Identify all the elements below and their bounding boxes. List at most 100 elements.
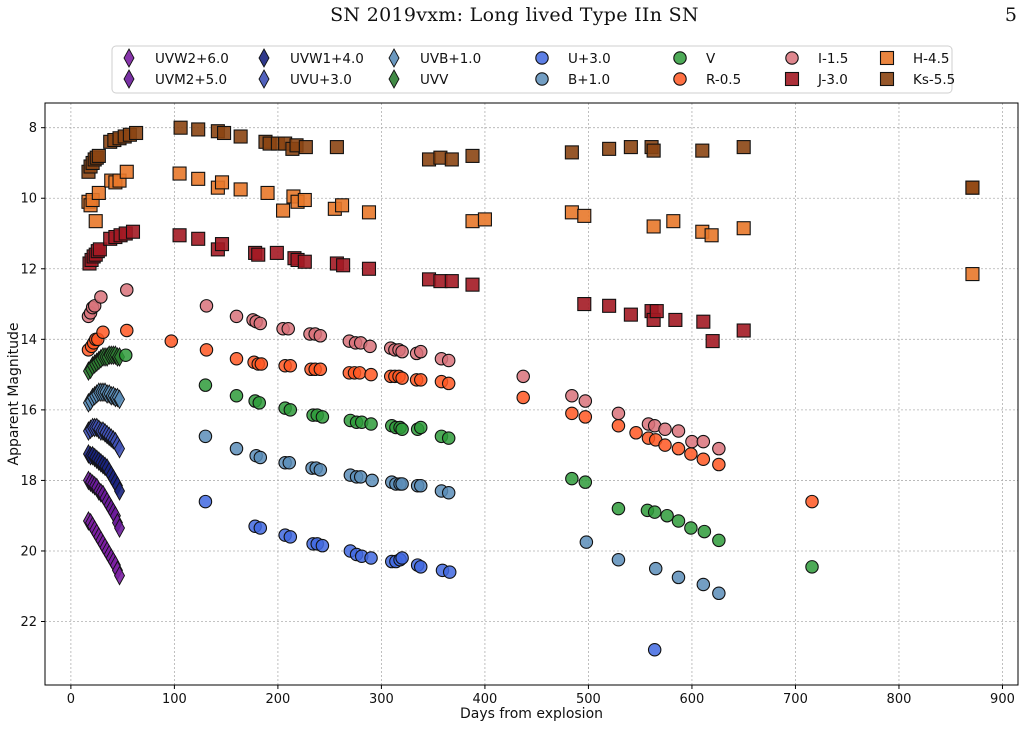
legend-label: R-0.5 [706,72,741,88]
data-point [660,508,674,523]
data-point [96,325,110,340]
data-point [671,570,686,585]
data-point [229,351,244,366]
x-axis-label: Days from explosion [460,706,603,722]
legend-label: UVV [420,72,449,88]
data-point [88,214,103,229]
legend-item: U+3.0 [535,51,611,67]
series-7 [198,429,726,601]
data-point [465,214,480,229]
data-point [365,473,379,488]
data-point [281,321,295,336]
legend-item: UVM2+5.0 [123,69,227,89]
series-1 [82,470,126,538]
legend-item: UVV [388,69,449,89]
data-point [91,148,106,163]
data-point [253,450,268,465]
data-point [363,339,377,354]
plot-data [81,120,980,657]
data-point [361,261,377,276]
legend-item: I-1.5 [785,51,848,67]
data-point [736,140,751,155]
data-point [579,535,594,549]
data-point [684,521,698,535]
data-point [251,247,266,262]
data-point [361,205,377,220]
data-point [441,376,456,391]
x-tick-label: 300 [369,692,394,707]
series-4 [82,382,126,413]
data-point [623,140,638,155]
y-tick-label: 16 [20,403,37,418]
data-point [696,577,711,592]
x-tick-label: 700 [783,692,808,707]
data-point [444,274,459,289]
data-point [336,258,351,273]
data-point [199,299,214,313]
data-point [712,441,726,456]
data-point [114,481,126,501]
legend-label: I-1.5 [818,51,848,67]
series-8 [118,348,819,574]
data-point [577,297,592,312]
data-point [413,420,428,435]
data-point [125,224,141,239]
legend-label: UVU+3.0 [290,72,352,88]
y-axis-label: Apparent Magnitude [6,323,22,466]
y-tick-label: 20 [20,544,37,559]
legend-marker [123,69,135,89]
legend-marker [388,48,400,68]
data-point [313,362,328,377]
data-point [283,359,298,373]
legend-item: V [673,51,716,67]
data-point [198,429,213,444]
legend-label: B+1.0 [568,72,610,88]
legend-marker [879,71,895,87]
data-point [173,120,188,135]
data-point [965,267,980,282]
legend-label: UVB+1.0 [420,51,481,67]
data-point [315,410,330,424]
data-point [629,426,643,440]
x-tick-label: 800 [887,692,912,707]
data-point [269,245,284,260]
data-point [364,417,378,431]
data-point [565,471,579,486]
data-point [413,478,428,493]
data-point [233,129,248,144]
data-point [564,205,579,220]
data-point [172,228,187,243]
legend-item: UVB+1.0 [388,48,481,68]
data-point [602,141,617,156]
data-point [697,524,712,539]
data-point [671,441,686,456]
y-tick-label: 12 [20,262,37,277]
data-point [611,406,626,421]
axis-ticks: 0 100 200 300 400 500 600 700 800 900 8 10 12 14 16 18 2… [20,121,1014,707]
x-tick-label: 900 [990,692,1015,707]
y-tick-label: 22 [20,615,37,630]
series-0 [82,511,126,586]
page-header: SN 2019vxm: Long lived Type IIn SN 5 [0,0,1029,40]
data-point [696,314,711,329]
data-point [198,494,213,509]
data-point [413,344,428,359]
data-point [298,140,313,155]
data-point [647,505,662,519]
data-point [214,175,230,190]
data-point [671,424,686,438]
legend-label: UVW1+4.0 [290,51,364,67]
data-point [313,463,328,477]
data-point [465,148,480,163]
legend-box [111,45,953,94]
legend: UVW2+6.0 UVM2+5.0 UVW1+4.0 UVU+3.0 UVB+1.0 UV… [111,45,955,94]
data-point [712,533,726,548]
data-point [229,309,244,324]
data-point [315,538,330,553]
data-point [282,456,297,470]
legend-marker [258,69,270,89]
series-11 [82,224,751,349]
data-point [441,486,456,500]
data-point [191,171,206,186]
legend-marker [784,71,800,87]
